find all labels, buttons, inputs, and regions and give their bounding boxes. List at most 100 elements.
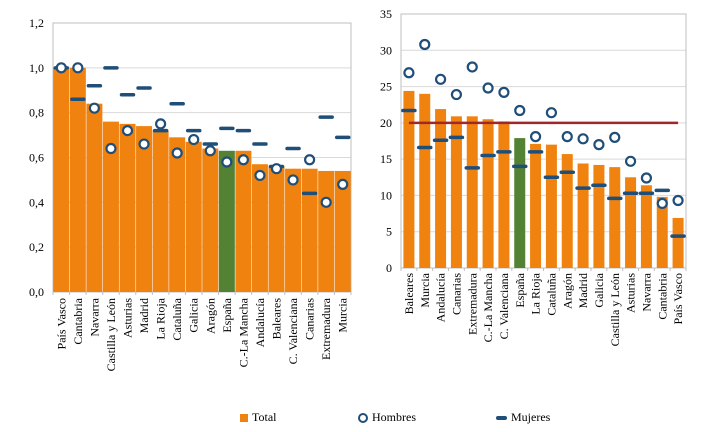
- dash-icon: [496, 415, 507, 420]
- bar-total: [625, 177, 637, 268]
- legend-mujeres: Mujeres: [496, 410, 550, 425]
- bar-total: [403, 90, 415, 268]
- marker-hombres: [287, 174, 299, 186]
- bar-total: [593, 164, 605, 268]
- bar-total: [251, 164, 268, 292]
- bar-total: [202, 148, 219, 292]
- bar-total: [561, 154, 573, 268]
- bar-total: [136, 126, 153, 292]
- marker-hombres: [656, 197, 668, 210]
- bar-total: [435, 109, 447, 268]
- marker-hombres: [403, 67, 415, 79]
- marker-hombres: [545, 107, 558, 119]
- marker-hombres: [171, 147, 183, 159]
- y-tick-label: 35: [380, 7, 392, 21]
- bar-total: [482, 119, 494, 268]
- marker-hombres: [450, 88, 463, 101]
- y-tick-label: 0,4: [29, 195, 44, 209]
- marker-hombres: [121, 125, 134, 137]
- marker-hombres: [155, 118, 167, 130]
- category-label: Asturias: [121, 298, 135, 338]
- bar-total: [169, 137, 186, 292]
- marker-hombres: [498, 86, 510, 98]
- marker-hombres: [221, 156, 233, 168]
- category-label: C.-La Mancha: [481, 272, 495, 342]
- y-tick-label: 0,0: [29, 285, 44, 299]
- marker-hombres: [609, 131, 621, 143]
- category-label: Aragón: [203, 298, 217, 334]
- marker-hombres: [593, 139, 605, 151]
- category-label: España: [220, 297, 234, 332]
- marker-hombres: [482, 82, 494, 94]
- category-label: Asturias: [624, 273, 638, 313]
- y-tick-label: 5: [386, 225, 392, 239]
- marker-hombres: [672, 194, 684, 207]
- category-label: Cantabria: [71, 297, 85, 344]
- bar-total: [69, 67, 86, 292]
- bar-total: [185, 141, 202, 292]
- y-tick-label: 30: [380, 43, 392, 57]
- y-tick-label: 10: [380, 188, 392, 202]
- bar-total: [218, 150, 235, 292]
- category-label: Baleares: [270, 298, 284, 340]
- category-label: Canarias: [303, 298, 317, 340]
- y-tick-label: 25: [380, 80, 392, 94]
- bar-total: [530, 143, 542, 268]
- marker-hombres: [188, 133, 200, 146]
- category-label: La Rioja: [154, 297, 168, 339]
- marker-hombres: [419, 38, 431, 51]
- bar-total: [609, 167, 621, 268]
- category-label: España: [513, 272, 527, 307]
- legend-total-label: Total: [252, 410, 277, 424]
- bar-total: [285, 168, 302, 292]
- category-label: Galicia: [187, 297, 201, 332]
- category-label: C. Valenciana: [286, 297, 300, 364]
- bar-total: [450, 116, 462, 268]
- marker-hombres: [270, 163, 283, 175]
- bar-total: [514, 138, 526, 268]
- marker-hombres: [466, 61, 478, 73]
- category-label: Murcia: [336, 297, 350, 332]
- category-label: País Vasco: [54, 298, 68, 349]
- bar-total: [640, 185, 652, 268]
- bar-total: [466, 116, 478, 268]
- marker-hombres: [434, 73, 447, 85]
- marker-hombres: [204, 145, 216, 157]
- bar-total: [656, 196, 668, 268]
- y-tick-label: 1,2: [29, 16, 44, 30]
- marker-hombres: [624, 155, 637, 167]
- bar-total: [119, 123, 136, 292]
- marker-hombres: [337, 178, 349, 190]
- bar-total: [152, 130, 169, 292]
- bar-total: [498, 121, 510, 268]
- bar-total: [102, 121, 119, 292]
- marker-hombres: [320, 196, 332, 208]
- y-tick-label: 0,6: [29, 151, 44, 165]
- category-label: Extremadura: [465, 272, 479, 335]
- marker-hombres: [55, 62, 67, 74]
- y-tick-label: 0,8: [29, 106, 44, 120]
- category-label: C. Valenciana: [497, 272, 511, 339]
- y-tick-label: 0,2: [29, 240, 44, 254]
- category-label: Galicia: [592, 272, 606, 307]
- bar-total: [545, 144, 557, 268]
- marker-hombres: [529, 131, 542, 143]
- y-tick-label: 15: [380, 152, 392, 166]
- category-label: C.-La Mancha: [236, 297, 250, 367]
- y-tick-label: 20: [380, 116, 392, 130]
- bar-total: [86, 103, 103, 292]
- category-label: Canarias: [449, 273, 463, 315]
- y-tick-label: 0: [386, 261, 392, 275]
- category-label: Baleares: [402, 273, 416, 315]
- category-label: Cataluña: [170, 297, 184, 340]
- marker-hombres: [561, 131, 573, 143]
- marker-hombres: [640, 172, 653, 184]
- category-label: Cataluña: [544, 272, 558, 315]
- category-label: Andalucía: [434, 272, 448, 322]
- category-label: Extremadura: [319, 297, 333, 360]
- marker-hombres: [72, 62, 84, 74]
- marker-hombres: [237, 154, 249, 166]
- circle-icon: [358, 412, 368, 423]
- square-icon: [240, 413, 248, 422]
